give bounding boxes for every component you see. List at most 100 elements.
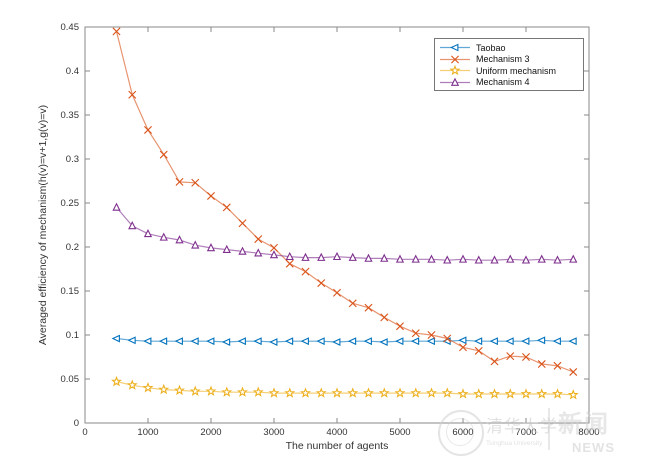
- series-uniform-mechanism-line: [116, 381, 574, 396]
- series-taobao-marker: [426, 337, 435, 346]
- series-uniform-mechanism-marker: [331, 387, 343, 398]
- y-tick-label: 0.45: [61, 22, 80, 33]
- series-taobao-marker: [332, 338, 341, 346]
- legend-label: Mechanism 3: [476, 54, 530, 65]
- series-uniform-mechanism-marker: [205, 385, 217, 396]
- series-taobao-marker: [237, 337, 246, 346]
- series-uniform-mechanism-marker: [394, 387, 406, 398]
- y-tick-label: 0.1: [66, 330, 79, 341]
- series-mechanism-3-marker: [191, 178, 200, 187]
- series-taobao-marker: [300, 337, 309, 346]
- series-taobao-marker: [521, 337, 530, 346]
- series-mechanism-4-marker: [317, 252, 326, 261]
- series-mechanism-4-marker: [332, 251, 342, 261]
- series-mechanism-4-marker: [191, 240, 200, 249]
- legend-sample-mechanism-3: [440, 55, 470, 64]
- series-mechanism-3-marker: [144, 125, 152, 134]
- series-mechanism-3-marker: [380, 313, 389, 322]
- series-taobao-line: [116, 337, 574, 343]
- series-mechanism-3-marker: [537, 360, 546, 369]
- x-icon: [451, 55, 459, 64]
- series-taobao-marker: [143, 337, 152, 346]
- series-mechanism-3-marker: [506, 352, 515, 361]
- triangle-up-icon: [450, 77, 460, 86]
- series-taobao-marker: [206, 337, 215, 346]
- series-uniform-mechanism: [111, 375, 579, 400]
- series-mechanism-4-marker: [222, 244, 231, 253]
- y-tick-label: 0.2: [66, 242, 79, 253]
- series-mechanism-3-marker: [396, 322, 404, 331]
- star-icon: [449, 65, 461, 76]
- series-mechanism-4-marker: [269, 250, 279, 259]
- x-tick-label: 5000: [389, 427, 410, 438]
- series-mechanism-4-marker: [128, 221, 137, 230]
- axis-tick-labels: 0 1000 2000 3000 4000 5000 6000 7000 8000 0 0.05 0.…: [61, 22, 600, 438]
- series-uniform-mechanism-marker: [189, 385, 201, 396]
- series-mechanism-4-marker: [364, 253, 373, 262]
- series-mechanism-4-marker: [175, 235, 184, 244]
- series-mechanism-3-marker: [490, 357, 499, 366]
- series-mechanism-4-marker: [348, 252, 357, 261]
- series-uniform-mechanism-marker: [552, 388, 563, 399]
- series-taobao-marker: [269, 338, 278, 346]
- series-taobao-marker: [316, 337, 325, 346]
- y-tick-label: 0.4: [66, 66, 79, 77]
- x-tick-label: 7000: [515, 427, 536, 438]
- series-uniform-mechanism-marker: [363, 387, 374, 398]
- series-mechanism-3-marker: [553, 361, 562, 370]
- y-tick-label: 0.35: [61, 110, 80, 121]
- series-mechanism-3-marker: [270, 243, 278, 252]
- series-uniform-mechanism-marker: [126, 379, 138, 390]
- series-uniform-mechanism-marker: [315, 387, 327, 398]
- series-mechanism-3-marker: [459, 343, 467, 352]
- series-taobao-marker: [127, 336, 136, 345]
- series-mechanism-3-marker: [522, 353, 530, 361]
- series-uniform-mechanism-marker: [504, 388, 516, 399]
- series-mechanism-3-marker: [175, 177, 184, 186]
- series-taobao-marker: [505, 337, 514, 346]
- series-mechanism-3-marker: [443, 334, 452, 343]
- series-taobao-marker: [221, 338, 231, 346]
- series-mechanism-3-marker: [333, 288, 341, 297]
- series-mechanism-4-marker: [112, 202, 121, 211]
- legend-sample-mechanism-4: [440, 77, 470, 86]
- x-tick-label: 4000: [326, 427, 347, 438]
- series-taobao-marker: [395, 337, 404, 346]
- legend-label: Mechanism 4: [476, 77, 530, 88]
- series-uniform-mechanism-marker: [268, 387, 280, 398]
- series-mechanism-4-marker: [458, 254, 468, 263]
- series-mechanism-3-marker: [159, 150, 168, 159]
- legend-item-taobao: Taobao: [439, 42, 579, 54]
- y-tick-label: 0: [74, 418, 79, 429]
- x-tick-label: 3000: [263, 427, 284, 438]
- series-taobao-marker: [410, 337, 420, 346]
- series-taobao-marker: [552, 337, 561, 346]
- series-uniform-mechanism-marker: [426, 387, 437, 398]
- series-mechanism-4-marker: [254, 248, 263, 257]
- series-mechanism-3-marker: [254, 235, 263, 244]
- series-uniform-mechanism-marker: [174, 384, 185, 396]
- series-taobao: [111, 334, 577, 346]
- series-uniform-mechanism-marker: [378, 387, 390, 398]
- series-mechanism-3-marker: [207, 191, 215, 200]
- series-uniform-mechanism-marker: [489, 388, 500, 399]
- series-mechanism-4-marker: [238, 246, 247, 255]
- series-mechanism-4-marker: [553, 255, 562, 264]
- x-tick-label: 2000: [200, 427, 221, 438]
- chart-series: [111, 27, 579, 400]
- legend-sample-uniform-mechanism: [440, 65, 470, 76]
- series-uniform-mechanism-marker: [300, 387, 311, 398]
- series-taobao-marker: [536, 336, 546, 345]
- series-uniform-mechanism-marker: [441, 387, 453, 398]
- series-mechanism-3: [112, 27, 578, 376]
- series-taobao-marker: [111, 334, 120, 343]
- series-taobao-marker: [284, 337, 294, 346]
- series-uniform-mechanism-marker: [536, 388, 548, 399]
- series-taobao-marker: [253, 337, 262, 346]
- series-uniform-mechanism-marker: [111, 375, 122, 387]
- series-mechanism-3-marker: [427, 331, 436, 339]
- series-mechanism-4-marker: [143, 228, 153, 238]
- series-mechanism-4-marker: [521, 255, 531, 264]
- series-uniform-mechanism-marker: [237, 386, 248, 397]
- series-uniform-mechanism-marker: [284, 387, 296, 398]
